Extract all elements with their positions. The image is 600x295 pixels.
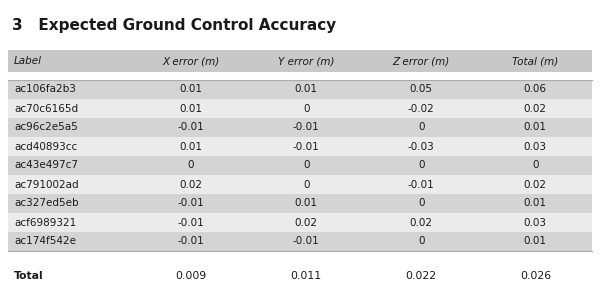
Text: 0.02: 0.02 [524,179,547,189]
Text: acd40893cc: acd40893cc [14,142,77,152]
Text: -0.01: -0.01 [178,217,205,227]
Bar [8,213,592,232]
Bar [8,194,592,213]
Text: 0: 0 [418,122,424,132]
Text: 0: 0 [418,160,424,171]
Text: -0.01: -0.01 [178,122,205,132]
Text: 0.06: 0.06 [524,84,547,94]
Text: 0.02: 0.02 [524,104,547,114]
Text: 0.03: 0.03 [524,217,547,227]
Bar [8,137,592,156]
Text: ac791002ad: ac791002ad [14,179,79,189]
Text: -0.01: -0.01 [178,199,205,209]
Text: Label: Label [14,56,42,66]
Text: ac174f542e: ac174f542e [14,237,76,247]
Bar [8,175,592,194]
Text: Y error (m): Y error (m) [278,56,334,66]
Text: ac96c2e5a5: ac96c2e5a5 [14,122,78,132]
Text: -0.01: -0.01 [293,122,320,132]
Text: 0.011: 0.011 [290,271,322,281]
Text: 0.01: 0.01 [295,84,317,94]
Bar [8,50,592,72]
Text: 0.03: 0.03 [524,142,547,152]
Text: ac106fa2b3: ac106fa2b3 [14,84,76,94]
Text: 0: 0 [188,160,194,171]
Text: ac43e497c7: ac43e497c7 [14,160,78,171]
Text: X error (m): X error (m) [163,56,220,66]
Bar [8,156,592,175]
Text: -0.01: -0.01 [293,142,320,152]
Text: 0.02: 0.02 [179,179,203,189]
Text: 0: 0 [532,160,539,171]
Text: ac327ed5eb: ac327ed5eb [14,199,79,209]
Text: 0: 0 [418,199,424,209]
Bar [8,80,592,99]
Text: 0.026: 0.026 [520,271,551,281]
Text: 0.009: 0.009 [175,271,207,281]
Text: 0: 0 [303,179,310,189]
Text: -0.01: -0.01 [178,237,205,247]
Text: 0.05: 0.05 [410,84,433,94]
Text: 0.02: 0.02 [410,217,433,227]
Text: 0.01: 0.01 [179,84,203,94]
Text: 0: 0 [418,237,424,247]
Bar [8,118,592,137]
Text: -0.02: -0.02 [408,104,434,114]
Text: 0.01: 0.01 [524,199,547,209]
Text: 3   Expected Ground Control Accuracy: 3 Expected Ground Control Accuracy [12,18,336,33]
Text: Total (m): Total (m) [512,56,559,66]
Text: 0.01: 0.01 [179,104,203,114]
Bar [8,232,592,251]
Text: -0.01: -0.01 [408,179,434,189]
Text: 0.01: 0.01 [295,199,317,209]
Text: -0.01: -0.01 [293,237,320,247]
Text: 0.01: 0.01 [179,142,203,152]
Text: ac70c6165d: ac70c6165d [14,104,78,114]
Bar [8,99,592,118]
Text: 0: 0 [303,160,310,171]
Text: 0.022: 0.022 [406,271,437,281]
Text: acf6989321: acf6989321 [14,217,76,227]
Text: Total: Total [14,271,44,281]
Text: 0.01: 0.01 [524,237,547,247]
Text: 0.02: 0.02 [295,217,317,227]
Text: 0.01: 0.01 [524,122,547,132]
Text: -0.03: -0.03 [408,142,434,152]
Text: 0: 0 [303,104,310,114]
Text: Z error (m): Z error (m) [392,56,450,66]
